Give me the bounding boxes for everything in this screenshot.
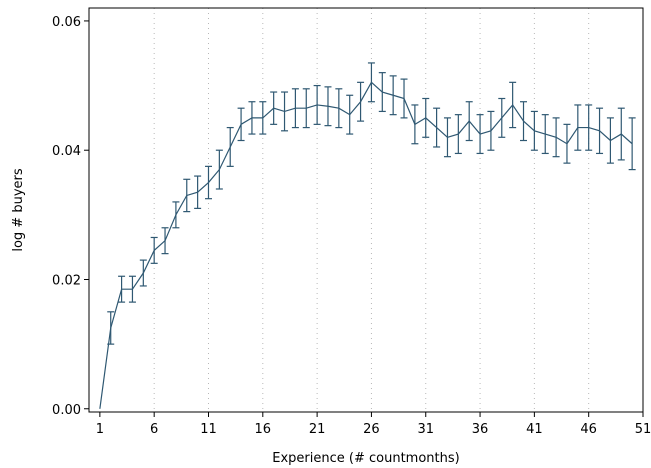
x-tick-label: 46 [580, 422, 597, 437]
x-tick-label: 41 [526, 422, 543, 437]
x-tick-label: 21 [309, 422, 326, 437]
y-axis-ticks: 0.00 0.02 0.04 0.06 [52, 15, 89, 418]
x-tick-label: 1 [96, 422, 104, 437]
x-tick-label: 16 [255, 422, 272, 437]
x-tick-label: 11 [200, 422, 217, 437]
y-tick-label: 0.06 [52, 15, 81, 30]
series-line [99, 81, 633, 409]
y-tick-label: 0.00 [52, 403, 81, 418]
x-tick-label: 31 [417, 422, 434, 437]
x-tick-label: 6 [150, 422, 158, 437]
y-axis-label: log # buyers [11, 168, 26, 252]
x-tick-label: 51 [635, 422, 651, 437]
series-layer [99, 62, 636, 409]
x-axis-label: Experience (# countmonths) [272, 451, 459, 466]
x-axis-ticks: 1 6 11 16 21 26 31 36 41 46 51 [96, 412, 651, 437]
x-tick-label: 36 [472, 422, 489, 437]
x-tick-label: 26 [363, 422, 380, 437]
plot-frame [88, 7, 644, 413]
y-tick-label: 0.02 [52, 273, 81, 288]
y-tick-label: 0.04 [52, 144, 81, 159]
